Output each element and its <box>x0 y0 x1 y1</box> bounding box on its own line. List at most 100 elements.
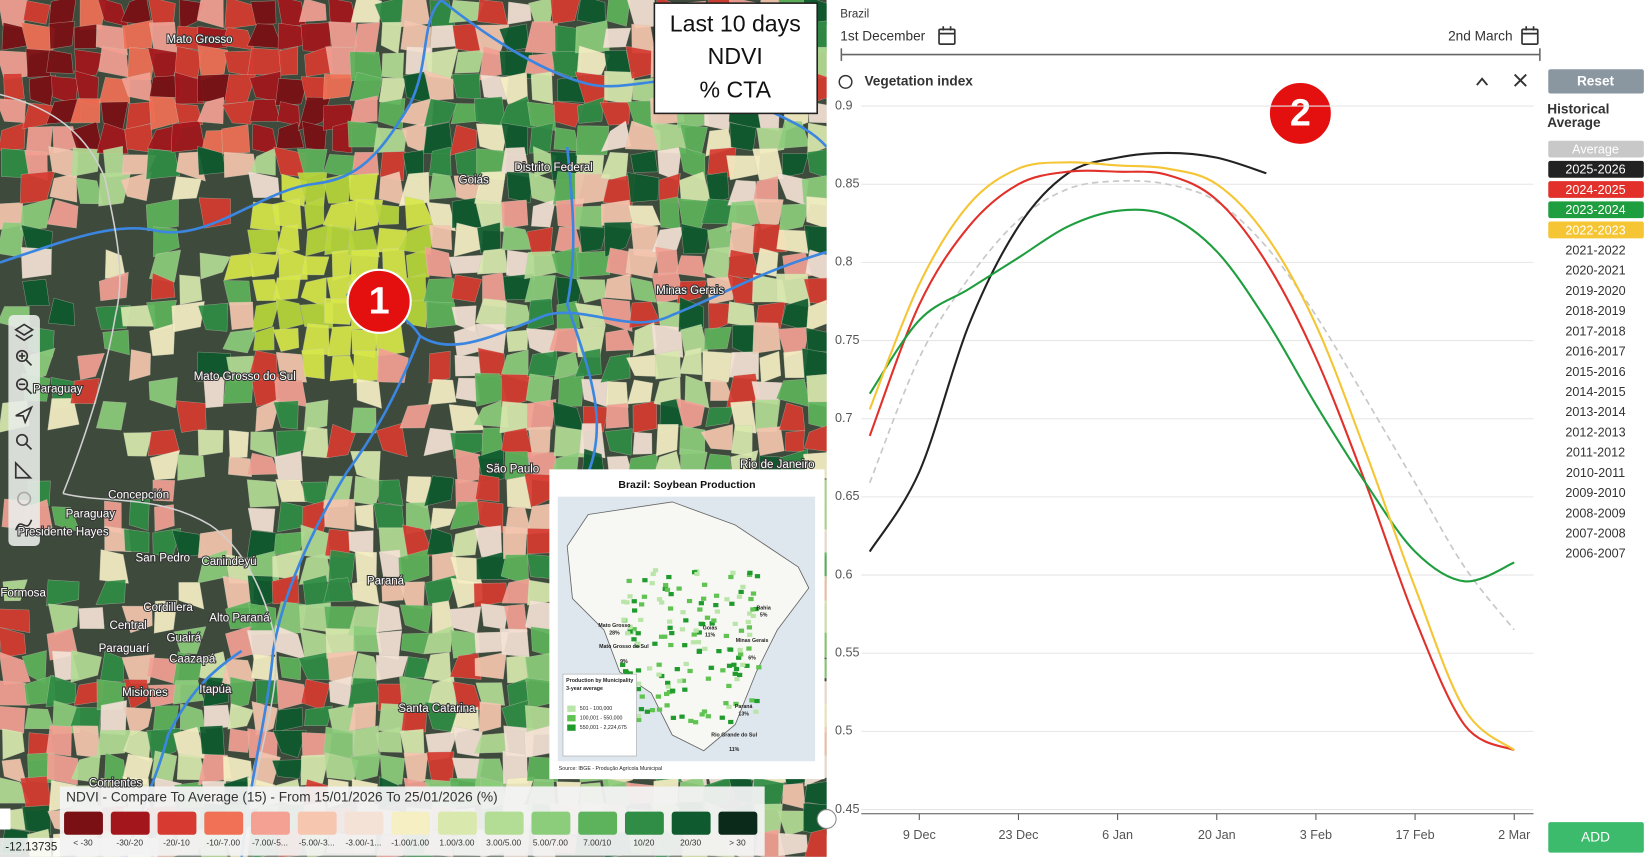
place-label[interactable]: Paraguay <box>32 383 84 397</box>
inset-cell <box>750 591 757 596</box>
legend-item-inactive[interactable]: 2011-2012 <box>1566 446 1625 460</box>
place-label[interactable]: Paraná <box>366 575 406 589</box>
map-region <box>21 805 51 835</box>
inset-cell <box>635 641 641 646</box>
map-region <box>605 403 629 429</box>
legend-item-inactive[interactable]: 2013-2014 <box>1565 405 1625 419</box>
add-button[interactable] <box>1548 822 1644 853</box>
place-label[interactable]: Minas Gerais <box>655 284 725 298</box>
map-region <box>174 71 204 105</box>
map-region <box>328 21 358 48</box>
inset-cell <box>698 601 704 606</box>
map-region <box>499 628 530 658</box>
map-region <box>173 626 207 655</box>
place-label[interactable]: Central <box>108 619 147 633</box>
place-label[interactable]: Rio de Janeiro <box>739 458 816 472</box>
legend-item[interactable] <box>1548 181 1644 198</box>
map-region <box>401 705 428 733</box>
locate-button[interactable] <box>15 405 34 425</box>
start-date[interactable]: 1st December <box>840 28 925 43</box>
map-region <box>78 607 105 629</box>
inset-cell <box>736 655 742 660</box>
place-label[interactable]: Cordillera <box>142 601 194 615</box>
map-region <box>70 650 102 683</box>
inset-label: Paraná <box>735 704 753 710</box>
legend-item-inactive[interactable]: 2009-2010 <box>1565 486 1625 500</box>
place-label[interactable]: Mato Grosso do Sul <box>193 370 297 384</box>
map-region <box>228 728 251 753</box>
inset-cell <box>631 608 638 613</box>
legend-class-label: > 30 <box>729 837 746 847</box>
place-label[interactable]: Presidente Hayes <box>16 525 109 539</box>
place-label[interactable]: Goiás <box>458 174 490 188</box>
series-line <box>868 179 1515 631</box>
inset-cell <box>737 647 743 653</box>
place-label[interactable]: São Paulo <box>485 462 540 476</box>
place-label[interactable]: Caazapá <box>168 652 217 666</box>
legend-item-inactive[interactable]: 2016-2017 <box>1565 345 1625 359</box>
end-calendar[interactable] <box>1521 28 1539 45</box>
legend-item-inactive[interactable]: 2015-2016 <box>1565 365 1625 379</box>
legend-item[interactable] <box>1548 221 1644 239</box>
legend-item-inactive[interactable]: 2020-2021 <box>1565 264 1625 278</box>
search-button[interactable] <box>15 433 29 447</box>
collapse-button[interactable] <box>1476 77 1489 86</box>
map-region <box>222 328 258 354</box>
legend-item-inactive[interactable]: 2019-2020 <box>1565 284 1625 298</box>
map-region <box>477 448 505 483</box>
place-label[interactable]: Formosa <box>0 586 48 600</box>
legend-item-inactive[interactable]: 2012-2013 <box>1565 425 1625 439</box>
map-region <box>49 173 78 203</box>
legend-item-inactive[interactable]: 2014-2015 <box>1565 385 1625 399</box>
place-label[interactable]: Concepción <box>107 489 170 503</box>
reset-button[interactable] <box>1548 69 1644 94</box>
place-label[interactable]: Misiones <box>121 686 169 700</box>
close-button[interactable] <box>1513 73 1527 87</box>
inset-cell <box>679 714 685 719</box>
legend-item-inactive[interactable]: 2010-2011 <box>1566 466 1625 480</box>
zoom-out-button[interactable] <box>15 378 29 391</box>
legend-item-inactive[interactable]: 2021-2022 <box>1565 244 1625 258</box>
place-label[interactable]: Paraguay <box>65 507 117 521</box>
zoom-in-button[interactable] <box>15 349 29 363</box>
gps-button[interactable] <box>17 491 32 506</box>
legend-item-inactive[interactable]: 2018-2019 <box>1565 304 1625 318</box>
map-region <box>807 401 827 429</box>
legend-swatch <box>531 811 571 835</box>
place-label[interactable]: Paraguarí <box>98 642 152 656</box>
place-label[interactable]: Santa Catarina <box>397 702 477 716</box>
place-label[interactable]: Canindeyú <box>200 555 257 569</box>
legend-item-inactive[interactable]: 2006-2007 <box>1565 547 1625 561</box>
collapse-right[interactable] <box>816 809 837 829</box>
legend-item-inactive[interactable]: 2008-2009 <box>1565 506 1625 520</box>
measure-button[interactable] <box>14 461 33 479</box>
legend-item-inactive[interactable]: 2017-2018 <box>1565 324 1625 338</box>
map-region <box>526 399 557 430</box>
legend-item[interactable] <box>1548 201 1644 219</box>
map-region <box>759 351 782 384</box>
inset-cell <box>747 611 753 616</box>
place-label[interactable]: Corrientes <box>88 776 144 790</box>
inset-label: Minas Gerais <box>736 638 769 644</box>
start-calendar[interactable] <box>938 28 956 45</box>
place-label[interactable]: Distrito Federal <box>513 161 593 175</box>
place-label[interactable]: San Pedro <box>134 552 191 566</box>
place-label[interactable]: Guairá <box>165 631 202 645</box>
place-label[interactable]: Itapúa <box>198 683 233 697</box>
draw-button[interactable] <box>14 519 33 531</box>
legend-item[interactable] <box>1548 140 1644 158</box>
place-label[interactable]: Alto Paraná <box>208 611 271 625</box>
map-region <box>46 579 80 607</box>
legend-item-inactive[interactable]: 2007-2008 <box>1565 527 1625 541</box>
layers-button[interactable] <box>14 323 35 342</box>
end-date[interactable]: 2nd March <box>1448 28 1512 43</box>
inset-cell <box>659 600 665 605</box>
map-region <box>727 301 756 328</box>
collapse-left[interactable] <box>0 808 11 830</box>
place-label[interactable]: Mato Grosso <box>165 33 233 47</box>
map-region <box>778 402 806 431</box>
map-region <box>304 705 333 726</box>
map-region <box>477 500 504 533</box>
map-region <box>178 582 205 610</box>
legend-item[interactable] <box>1548 160 1644 178</box>
